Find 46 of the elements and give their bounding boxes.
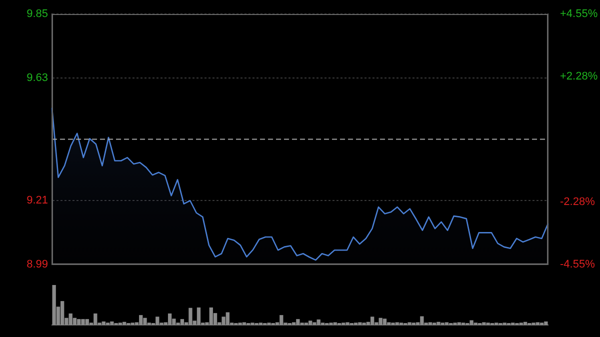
bar [168,313,172,325]
y-tick-label: 9.85 [26,8,48,20]
bar [312,322,316,325]
bar [316,319,320,325]
bar [77,319,81,325]
bar [122,322,126,325]
bar [378,318,382,325]
bar [68,313,72,325]
bar [222,316,226,325]
bar [226,312,230,325]
bar [482,322,486,325]
bar [156,316,160,325]
bar [370,316,374,325]
bar [470,320,474,325]
bar [346,322,350,325]
y2-tick-label: -2.28% [560,196,596,208]
bar [196,307,201,325]
bar [209,307,213,325]
bar [85,319,89,325]
y-tick-label: 9.63 [26,72,48,84]
bar [52,285,56,325]
bar [102,321,106,325]
y2-tick-label: -4.55% [560,258,596,270]
y-tick-label: 8.99 [26,258,48,270]
bar [60,301,64,325]
bar [420,316,424,325]
bar [544,321,548,325]
bar [358,322,362,325]
bar [296,319,300,325]
bar [143,318,147,325]
bar [280,315,284,325]
bar [523,322,528,325]
bar [188,308,192,325]
bar [81,319,85,325]
y2-tick-label: +2.28% [560,70,598,82]
bar [382,318,387,325]
bar [436,322,440,325]
bar [180,319,184,325]
bar [94,313,98,325]
bar [408,322,412,325]
bar [139,315,143,325]
bar [72,318,77,325]
bar [110,321,114,325]
y-tick-label: 9.21 [26,194,48,206]
y2-tick-label: +4.55% [560,8,598,20]
bar [308,320,312,325]
